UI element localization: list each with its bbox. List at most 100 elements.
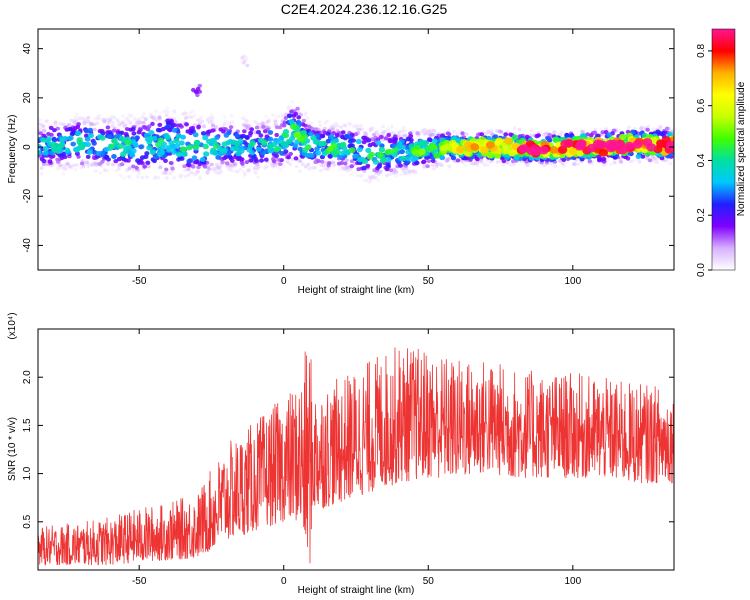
spectrogram-cell	[244, 160, 249, 165]
spectrogram-cell	[430, 163, 435, 168]
spectrogram-cell	[366, 138, 372, 143]
spectrogram-cell	[280, 113, 285, 117]
spectrogram-cell	[273, 146, 281, 153]
spectrogram-cell	[266, 143, 274, 150]
spectrogram-cell	[604, 127, 608, 131]
spectrogram-cell	[73, 168, 78, 172]
spectrogram-cell	[357, 127, 362, 132]
spectrogram-cell	[430, 158, 436, 163]
spectrogram-cell	[38, 122, 42, 127]
spectrogram-cell	[192, 113, 197, 117]
spectrogram-cell	[130, 127, 136, 132]
spectrogram-cell	[355, 138, 362, 145]
spectrogram-cell	[178, 174, 183, 178]
spectrogram-cell	[142, 164, 147, 169]
spectrogram-cell	[529, 128, 534, 133]
spectrogram-cell	[111, 137, 118, 144]
spectrogram-cell	[128, 121, 133, 125]
spectrogram-cell	[171, 149, 177, 155]
spectrogram-cell	[148, 130, 155, 136]
spectrogram-cell	[193, 160, 199, 165]
spectrogram-cell	[121, 114, 126, 118]
spectrogram-cell	[309, 121, 314, 125]
spectrogram-cell	[503, 137, 513, 145]
spectrogram-cell	[201, 124, 207, 129]
spectrogram-cell	[192, 132, 199, 138]
spectrogram-cell	[314, 139, 321, 145]
spectrogram-cell	[401, 125, 406, 130]
spectrogram-cell	[210, 147, 217, 153]
spectrogram-cell	[85, 154, 91, 159]
spectrogram-cell	[199, 115, 204, 119]
spectrogram-cell	[74, 151, 80, 156]
spectrogram-cell	[183, 116, 188, 120]
spectrogram-cell	[313, 127, 319, 131]
spectrogram-cell	[307, 124, 312, 129]
spectrogram-cell	[391, 152, 398, 158]
spectrogram-cell	[106, 120, 111, 125]
spectrogram-cell	[67, 126, 73, 132]
spectrogram-cell	[227, 154, 233, 159]
snr-x-tick-label: 0	[281, 576, 287, 587]
spectrogram-cell	[221, 141, 228, 147]
spectrogram-cell	[326, 146, 334, 153]
spectrogram-cell	[305, 116, 310, 121]
spectrogram-cell	[380, 131, 385, 136]
spectrogram-cell	[298, 159, 303, 164]
spectrogram-cell	[328, 134, 335, 140]
spectrogram-cell	[67, 135, 74, 141]
spectrogram-cell	[414, 160, 420, 166]
spectrogram-cell	[253, 158, 259, 163]
spectrogram-cell	[306, 162, 311, 167]
spectrogram-cell	[223, 154, 229, 159]
spectrogram-cell	[91, 141, 97, 146]
spectrogram-cell	[181, 151, 188, 157]
spectrogram-cell	[278, 162, 283, 167]
spectrogram-cell	[188, 115, 193, 119]
spectrogram-cell	[38, 143, 42, 150]
spectrogram-cell	[447, 164, 452, 168]
spectrogram-cell	[632, 140, 643, 149]
spectrogram-cell	[431, 138, 438, 144]
spectrogram-cell	[628, 159, 633, 164]
spectrogram-cell	[287, 113, 293, 119]
spectrogram-cell	[41, 158, 47, 164]
spectrogram-cell	[571, 162, 576, 166]
spectrogram-cell	[38, 149, 42, 155]
spectrogram-cell	[71, 163, 76, 168]
spectrogram-cell	[196, 125, 201, 130]
spectrogram-cell	[84, 160, 89, 165]
spectrogram-cell	[317, 120, 322, 124]
spectrogram-cell	[233, 145, 240, 152]
spectrogram-cell	[480, 146, 489, 154]
spectrogram-cell	[394, 170, 399, 174]
spectrogram-cell	[138, 144, 145, 150]
spectrogram-cell	[58, 121, 63, 126]
spectrogram-cell	[363, 131, 368, 135]
spectrogram-cell	[334, 121, 338, 125]
spectrogram-cell	[367, 175, 372, 179]
spectrogram-cell	[446, 157, 451, 161]
spectrogram-cell	[334, 148, 341, 155]
spectrogram-cell	[485, 141, 495, 149]
spectrogram-cell	[153, 175, 158, 179]
spectrogram-cell	[113, 159, 119, 164]
spectrogram-cell	[122, 124, 127, 129]
spectrogram-cell	[378, 134, 384, 139]
spectrogram-cell	[579, 156, 585, 162]
spectrogram-cell	[74, 163, 79, 167]
snr-x-axis: -50 0 50 100	[132, 329, 582, 587]
spectrogram-cell	[249, 140, 256, 147]
spectrogram-cell	[376, 179, 381, 183]
spectrogram-cell	[120, 162, 125, 167]
spectrogram-cell	[315, 150, 322, 156]
spectrogram-cell	[508, 163, 513, 167]
spectrogram-cell	[122, 176, 126, 180]
spectrogram-cell	[178, 140, 185, 146]
spectrogram-cell	[596, 154, 602, 159]
spectrogram-cell	[110, 162, 115, 167]
spectrogram-cell	[650, 154, 655, 159]
spectrogram-cell	[235, 150, 242, 157]
spectrogram-cell	[439, 163, 444, 167]
spectrogram-cell	[100, 131, 106, 136]
